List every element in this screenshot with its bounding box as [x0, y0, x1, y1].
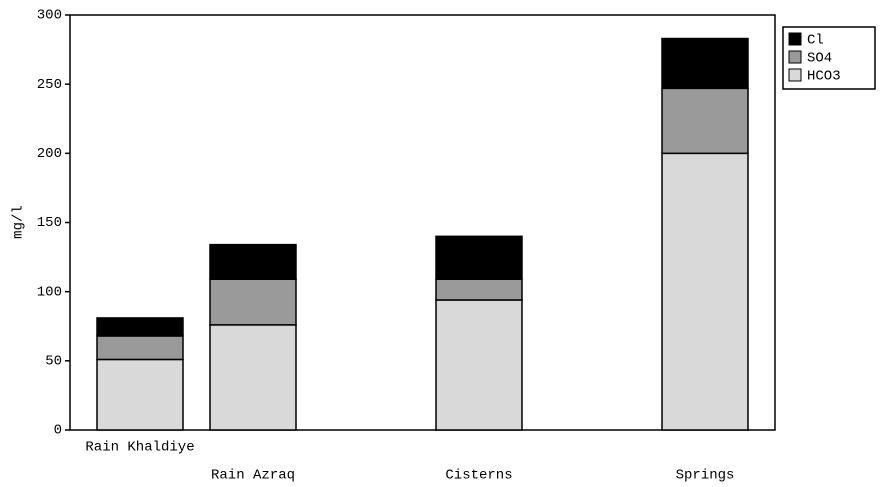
bar-segment — [96, 317, 184, 337]
legend-label: SO4 — [807, 51, 832, 67]
legend-swatch — [788, 50, 802, 64]
bar-segment — [661, 87, 749, 155]
bar-segment — [435, 278, 523, 301]
y-tick-label: 250 — [37, 77, 62, 93]
y-tick-label: 100 — [37, 284, 62, 300]
y-tick-label: 300 — [37, 8, 62, 24]
x-tick-label: Springs — [676, 468, 735, 484]
x-tick-label: Rain Khaldiye — [85, 440, 194, 456]
bar-segment — [435, 299, 523, 431]
bar-segment — [435, 235, 523, 280]
bar-segment — [96, 335, 184, 361]
bar-segment — [661, 152, 749, 431]
bar-segment — [661, 37, 749, 90]
y-tick-label: 200 — [37, 146, 62, 162]
y-tick-label: 150 — [37, 215, 62, 231]
bar-segment — [209, 243, 297, 280]
x-tick-label: Cisterns — [445, 468, 512, 484]
y-tick-label: 50 — [45, 354, 62, 370]
bar-segment — [209, 324, 297, 431]
legend-swatch — [788, 68, 802, 82]
y-tick-label: 0 — [54, 423, 62, 439]
legend-label: HCO3 — [807, 69, 841, 85]
bar-segment — [209, 278, 297, 326]
x-tick-label: Rain Azraq — [211, 468, 295, 484]
bar-segment — [96, 358, 184, 431]
y-axis-label: mg/l — [11, 205, 27, 239]
legend-swatch — [788, 32, 802, 46]
legend-label: Cl — [807, 33, 824, 49]
